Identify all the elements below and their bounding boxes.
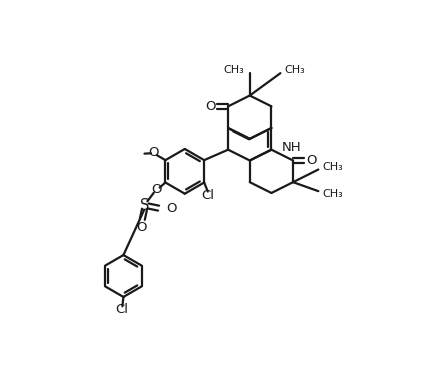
Text: O: O (305, 154, 316, 167)
Text: O: O (147, 146, 158, 159)
Text: NH: NH (281, 141, 301, 154)
Text: CH₃: CH₃ (283, 64, 304, 75)
Text: CH₃: CH₃ (321, 189, 342, 199)
Text: O: O (150, 183, 161, 196)
Text: Cl: Cl (115, 303, 128, 316)
Text: Cl: Cl (201, 189, 214, 202)
Text: O: O (136, 221, 147, 234)
Text: CH₃: CH₃ (223, 64, 244, 75)
Text: O: O (166, 202, 176, 215)
Text: CH₃: CH₃ (321, 162, 342, 172)
Text: O: O (204, 100, 215, 113)
Text: S: S (140, 198, 149, 213)
